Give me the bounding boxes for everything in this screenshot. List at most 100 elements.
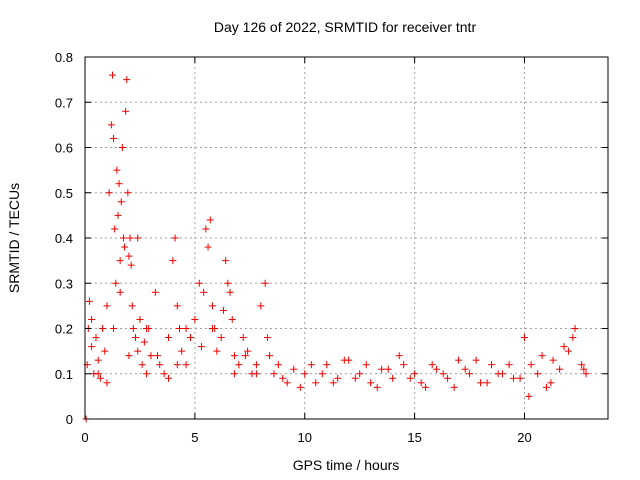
data-point — [274, 361, 282, 369]
data-point — [270, 370, 278, 378]
data-point — [239, 334, 247, 342]
grid — [85, 57, 608, 419]
data-point — [119, 234, 127, 242]
data-point — [312, 379, 320, 387]
data-point — [110, 325, 118, 332]
data-point — [520, 334, 528, 342]
data-point — [204, 243, 212, 251]
data-point — [538, 352, 546, 360]
data-point — [261, 279, 269, 287]
y-tick-label: 0.2 — [55, 322, 73, 337]
data-point — [351, 374, 359, 382]
data-point — [417, 379, 425, 387]
y-tick-label: 0 — [66, 412, 73, 427]
data-point — [111, 225, 119, 233]
x-tick-label: 20 — [517, 430, 531, 445]
data-point — [334, 374, 342, 382]
data-point — [252, 370, 260, 378]
data-point — [323, 361, 331, 369]
y-tick-label: 0.1 — [55, 367, 73, 382]
y-tick-label: 0.5 — [55, 186, 73, 201]
data-point — [230, 352, 238, 360]
data-point — [411, 370, 419, 378]
data-point — [556, 365, 564, 373]
data-point — [367, 379, 375, 387]
data-point — [108, 71, 116, 79]
y-tick-label: 0.3 — [55, 276, 73, 291]
data-point — [107, 121, 115, 129]
data-point — [208, 325, 216, 332]
data-point — [235, 361, 243, 369]
data-point — [99, 325, 107, 332]
data-point — [96, 374, 104, 382]
data-point — [129, 325, 137, 332]
data-point — [384, 365, 392, 373]
data-point — [200, 288, 208, 296]
data-point — [143, 325, 151, 332]
x-tick-label: 5 — [191, 430, 198, 445]
data-point — [151, 288, 159, 296]
data-point — [547, 379, 555, 387]
data-point — [123, 76, 131, 84]
data-point — [121, 243, 129, 251]
data-point — [373, 383, 381, 391]
data-points — [82, 71, 590, 423]
data-point — [112, 279, 120, 287]
data-point — [222, 257, 230, 265]
data-point — [279, 374, 287, 382]
data-point — [340, 356, 348, 364]
data-point — [127, 261, 135, 269]
data-point — [154, 352, 162, 360]
data-point — [439, 370, 447, 378]
data-point — [400, 361, 408, 369]
data-point — [219, 306, 227, 314]
data-point — [202, 225, 210, 233]
data-point — [208, 302, 216, 310]
data-point — [444, 374, 452, 382]
data-point — [197, 343, 205, 351]
data-point — [527, 361, 535, 369]
data-point — [549, 356, 557, 364]
data-point — [169, 257, 177, 265]
chart-title: Day 126 of 2022, SRMTID for receiver tnt… — [214, 19, 477, 35]
data-point — [422, 383, 430, 391]
data-point — [165, 334, 173, 342]
y-tick-label: 0.4 — [55, 231, 73, 246]
data-point — [173, 302, 181, 310]
data-point — [560, 343, 568, 351]
data-point — [213, 347, 221, 355]
data-point — [124, 189, 132, 197]
data-point — [505, 361, 513, 369]
y-axis-label: SRMTID / TECUs — [6, 183, 22, 293]
data-point — [483, 379, 491, 387]
data-point — [88, 343, 96, 351]
data-point — [110, 134, 118, 142]
data-point — [477, 379, 485, 387]
data-point — [94, 356, 102, 364]
data-point — [191, 315, 199, 323]
data-point — [165, 374, 173, 382]
data-point — [171, 234, 179, 242]
data-point — [534, 370, 542, 378]
axis-ticks: 0 0.1 0.2 0.3 0.4 0.5 0.6 0.7 0.8 0 5 10 15 20 — [55, 50, 608, 445]
data-point — [301, 370, 309, 378]
data-point — [378, 365, 386, 373]
data-point — [241, 352, 249, 360]
x-tick-label: 10 — [298, 430, 312, 445]
data-point — [138, 361, 146, 369]
data-point — [114, 211, 122, 219]
data-point — [296, 383, 304, 391]
y-tick-label: 0.8 — [55, 50, 73, 65]
data-point — [450, 383, 458, 391]
data-point — [122, 107, 130, 115]
data-point — [173, 361, 181, 369]
data-point — [206, 216, 214, 224]
data-point — [257, 302, 265, 310]
data-point — [103, 379, 111, 387]
data-point — [455, 356, 463, 364]
data-point — [542, 383, 550, 391]
data-point — [466, 370, 474, 378]
data-point — [488, 361, 496, 369]
data-point — [217, 334, 225, 342]
